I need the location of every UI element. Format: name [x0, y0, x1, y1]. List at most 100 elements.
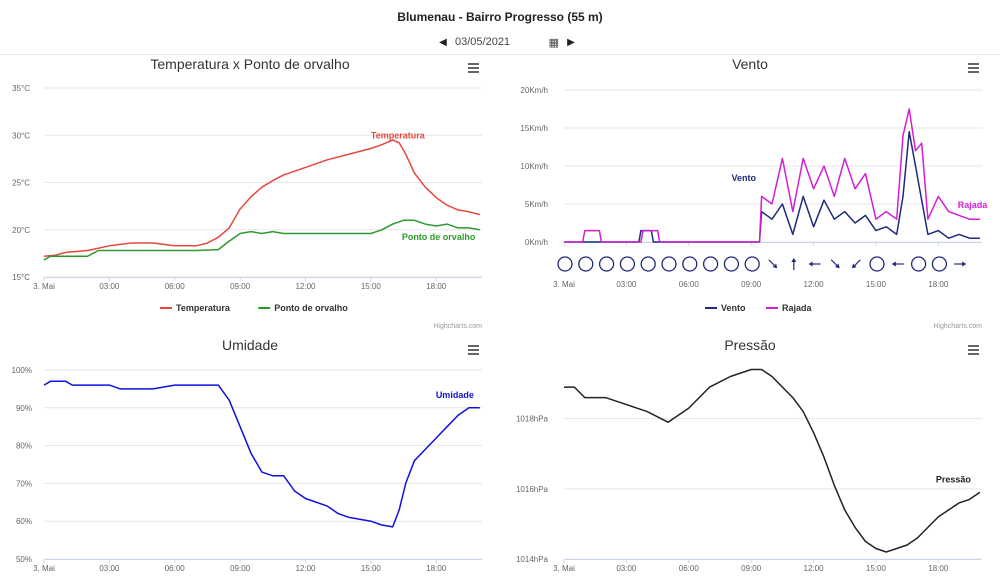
x-tick-label: 3. Mai	[33, 564, 55, 573]
x-tick-label: 18:00	[928, 280, 949, 289]
legend-label: Temperatura	[176, 303, 231, 313]
wind-chart-svg: Vento 0Km/h 5Km/h 10Km/h 15Km/h 20Km/h 3. Mai 0…	[520, 56, 989, 330]
calm-circle	[578, 256, 594, 272]
menu-bar	[968, 349, 979, 351]
legend-item[interactable]: Ponto de orvalho	[258, 303, 348, 313]
pressure-chart: Pressão 1014hPa 1016hPa 1018hPa 3. Mai 03:00 0…	[500, 337, 1000, 582]
page-title: Blumenau - Bairro Progresso (55 m)	[397, 10, 603, 24]
legend-item[interactable]: Temperatura	[160, 303, 231, 313]
date-input[interactable]: 03/05/2021 ▦	[450, 33, 564, 51]
arrow-head	[835, 263, 840, 269]
calm-circle	[931, 256, 948, 272]
legend-label: Vento	[721, 303, 746, 313]
menu-bar	[468, 345, 479, 347]
wind-direction-marker	[808, 261, 821, 267]
arrow-N	[791, 258, 797, 270]
series-label: Rajada	[958, 200, 989, 210]
calm-circle	[598, 256, 615, 272]
menu-bar	[968, 345, 979, 347]
temperature-chart: Temperatura x Ponto de orvalho 15°C 20°C 25…	[0, 55, 500, 337]
arrow-SW	[851, 259, 861, 269]
x-tick-label: 15:00	[361, 282, 382, 291]
arrow-head	[851, 263, 857, 269]
wind-direction-marker	[723, 256, 740, 272]
y-tick-label: 100%	[12, 366, 32, 375]
arrow-SE	[830, 259, 840, 269]
x-tick-label: 09:00	[230, 564, 251, 573]
chart-menu-icon[interactable]	[968, 345, 979, 355]
previous-day-button[interactable]: ◀	[439, 36, 447, 48]
wind-direction-marker	[557, 256, 573, 272]
y-tick-label: 90%	[16, 404, 32, 413]
calm-circle	[661, 256, 677, 272]
x-tick-label: 06:00	[679, 280, 700, 289]
wind-direction-marker	[598, 256, 615, 272]
calm-circle	[869, 256, 885, 272]
humidity-chart-svg: Umidade 50% 60% 70% 80% 90% 100% 3. Mai 03:00 06:…	[12, 337, 482, 573]
y-tick-label: 10Km/h	[520, 162, 548, 171]
chart-title: Temperatura x Ponto de orvalho	[150, 56, 349, 72]
arrow-E	[954, 261, 967, 267]
x-tick-label: 09:00	[230, 282, 251, 291]
y-tick-label: 0Km/h	[525, 238, 548, 247]
y-tick-label: 15Km/h	[520, 124, 548, 133]
arrow-W	[808, 261, 821, 267]
menu-bar	[468, 349, 479, 351]
next-day-button[interactable]: ▶	[567, 36, 575, 48]
pressure-chart-svg: Pressão 1014hPa 1016hPa 1018hPa 3. Mai 03:00 0…	[516, 337, 982, 573]
chart-menu-icon[interactable]	[468, 345, 479, 355]
x-tick-label: 03:00	[616, 564, 637, 573]
calm-circle	[682, 256, 698, 272]
chart-menu-icon[interactable]	[468, 63, 479, 73]
wind-direction-marker	[702, 256, 719, 272]
series-label: Pressão	[936, 474, 972, 484]
chart-title: Umidade	[222, 337, 278, 353]
series-line-ponto-de-orvalho	[43, 219, 480, 261]
chart-menu-icon[interactable]	[968, 63, 979, 73]
legend-item[interactable]: Rajada	[766, 303, 813, 313]
calm-circle	[640, 256, 656, 272]
y-tick-label: 1018hPa	[516, 415, 549, 424]
temperature-chart-svg: Temperatura x Ponto de orvalho 15°C 20°C 25…	[12, 56, 482, 330]
legend-label: Rajada	[782, 303, 813, 313]
menu-bar	[968, 353, 979, 355]
calm-circle	[723, 256, 740, 272]
arrow-head	[808, 261, 813, 267]
arrow-head	[962, 261, 967, 267]
y-tick-label: 80%	[16, 442, 32, 451]
x-tick-label: 06:00	[165, 564, 186, 573]
x-tick-label: 09:00	[741, 280, 762, 289]
wind-direction-marker	[578, 256, 594, 272]
credits-link: Highcharts.com	[933, 323, 982, 330]
wind-direction-marker	[910, 256, 927, 272]
wind-direction-marker	[954, 261, 967, 267]
y-tick-label: 35°C	[12, 84, 30, 93]
y-tick-label: 1016hPa	[516, 485, 549, 494]
credits-link: Highcharts.com	[433, 323, 482, 330]
y-tick-label: 60%	[16, 517, 32, 526]
menu-bar	[968, 67, 979, 69]
series-line-rajada	[564, 108, 980, 243]
x-tick-label: 06:00	[679, 564, 700, 573]
menu-bar	[468, 353, 479, 355]
menu-bar	[468, 63, 479, 65]
y-tick-label: 70%	[16, 479, 32, 488]
calm-circle	[557, 256, 573, 272]
wind-direction-marker	[744, 256, 760, 272]
x-tick-label: 3. Mai	[553, 280, 575, 289]
series-line-temperatura	[43, 139, 480, 257]
wind-direction-marker	[661, 256, 677, 272]
calm-circle	[702, 256, 719, 272]
wind-direction-marker	[931, 256, 948, 272]
y-tick-label: 30°C	[12, 131, 30, 140]
x-tick-label: 12:00	[295, 282, 316, 291]
x-tick-label: 03:00	[616, 280, 637, 289]
calendar-icon[interactable]: ▦	[548, 36, 559, 49]
x-tick-label: 15:00	[866, 564, 887, 573]
arrow-SE	[768, 259, 778, 269]
x-tick-label: 15:00	[866, 280, 887, 289]
wind-direction-marker	[640, 256, 656, 272]
legend-item[interactable]: Vento	[705, 303, 746, 313]
arrow-W	[891, 261, 904, 267]
wind-direction-marker	[619, 256, 636, 272]
